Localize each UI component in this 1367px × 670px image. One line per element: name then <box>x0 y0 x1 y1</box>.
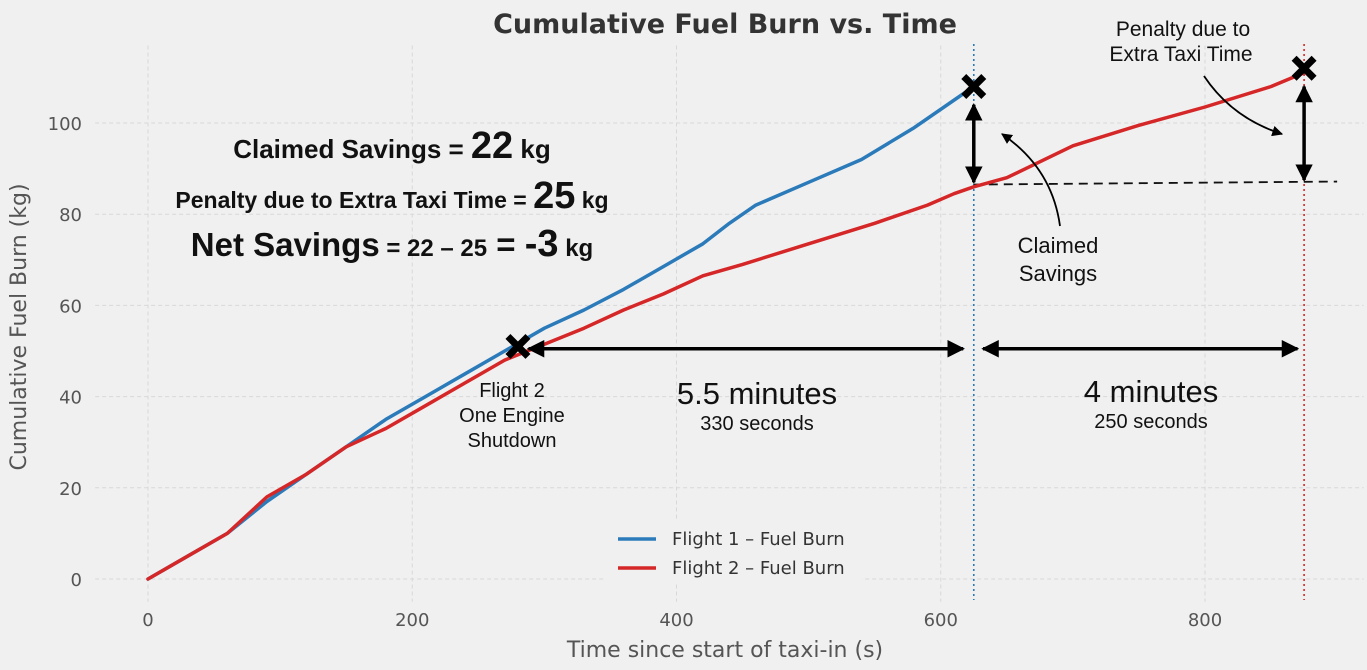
x-marker-2 <box>961 74 987 99</box>
y-tick-label: 40 <box>59 388 82 409</box>
series-line-flight1 <box>146 84 976 581</box>
x-tick-label: 600 <box>924 610 958 631</box>
x-marker-3 <box>1291 55 1317 81</box>
x-tick-label: 200 <box>395 610 429 631</box>
series-lines <box>146 71 1306 581</box>
net-savings-prefix: = <box>380 235 407 262</box>
net-savings-unit: kg <box>559 235 594 262</box>
penalty-summary: Penalty due to Extra Taxi Time = 25 kg <box>175 175 608 217</box>
x-markers <box>505 55 1317 359</box>
flight2-label-line1: Flight 2 <box>479 380 545 402</box>
chart-title: Cumulative Fuel Burn vs. Time <box>493 9 957 40</box>
claimed-savings-unit: kg <box>513 134 551 164</box>
y-tick-label: 80 <box>59 205 82 226</box>
annotation-arrows <box>526 75 1313 358</box>
penalty-unit: kg <box>575 187 608 213</box>
claimed-savings-callout-line2: Savings <box>1019 261 1097 286</box>
legend-box <box>606 520 862 584</box>
y-tick-label: 60 <box>59 296 82 317</box>
net-savings-summary: Net Savings = 22 – 25 = -3 kg <box>191 223 593 265</box>
claimed-savings-summary: Claimed Savings = 22 kg <box>233 125 551 167</box>
net-savings-value: -3 <box>525 223 559 265</box>
claimed-savings-label: Claimed Savings = <box>233 134 471 164</box>
x-tick-label: 400 <box>659 610 693 631</box>
y-axis-label: Cumulative Fuel Burn (kg) <box>7 183 32 470</box>
horizontal-reference <box>973 180 1338 186</box>
y-tick-label: 20 <box>59 479 82 500</box>
span2-sub-label: 250 seconds <box>1094 411 1207 433</box>
x-axis-label: Time since start of taxi-in (s) <box>566 638 883 663</box>
x-tick-label: 800 <box>1188 610 1222 631</box>
reference-lines <box>972 44 1338 600</box>
x-marker-1 <box>505 333 531 359</box>
y-axis-ticks: 0 20 40 60 80 100 <box>48 114 82 591</box>
penalty-callout-line1: Penalty due to <box>1116 18 1250 41</box>
claimed-savings-callout-line1: Claimed <box>1018 233 1099 258</box>
net-savings-expression: 22 – 25 <box>407 235 487 262</box>
penalty-label: Penalty due to Extra Taxi Time = <box>175 187 533 213</box>
y-tick-label: 0 <box>71 570 82 591</box>
flight2-label-line2: One Engine <box>459 405 565 427</box>
claimed-savings-callout-arrow <box>1001 133 1061 227</box>
legend: Flight 1 – Fuel Burn Flight 2 – Fuel Bur… <box>606 520 862 584</box>
span1-main-label: 5.5 minutes <box>677 376 837 411</box>
y-tick-label: 100 <box>48 114 82 135</box>
net-savings-label: Net Savings <box>191 226 380 263</box>
penalty-value: 25 <box>533 175 575 217</box>
series-line-flight2 <box>146 71 1306 581</box>
penalty-callout-arrow <box>1203 75 1284 137</box>
span1-sub-label: 330 seconds <box>700 413 813 435</box>
penalty-callout-line2: Extra Taxi Time <box>1109 43 1252 66</box>
legend-label-flight2: Flight 2 – Fuel Burn <box>672 558 845 579</box>
span2-main-label: 4 minutes <box>1084 374 1218 409</box>
grid <box>95 45 1364 602</box>
claimed-savings-value: 22 <box>471 125 513 167</box>
net-savings-equals: = <box>487 226 525 263</box>
x-tick-label: 0 <box>142 610 153 631</box>
legend-label-flight1: Flight 1 – Fuel Burn <box>672 529 845 550</box>
x-axis-ticks: 0 200 400 600 800 <box>142 610 1222 631</box>
flight2-label-line3: Shutdown <box>468 430 557 452</box>
